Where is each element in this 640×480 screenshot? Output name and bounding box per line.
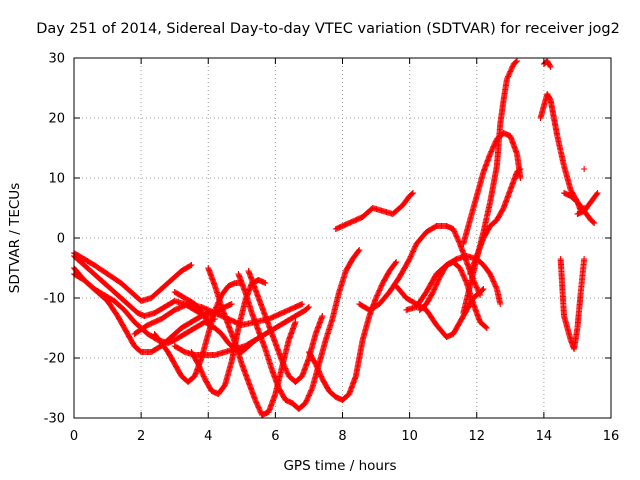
data-series — [332, 190, 416, 232]
data-point — [392, 260, 399, 266]
x-tick-label: 8 — [338, 429, 346, 444]
x-tick-label: 12 — [468, 429, 485, 444]
data-series — [305, 259, 400, 403]
data-point — [479, 286, 486, 293]
data-series — [557, 256, 588, 352]
x-tick-label: 16 — [603, 429, 620, 444]
y-tick-label: 10 — [48, 172, 65, 187]
data-point — [228, 301, 235, 307]
y-axis-label: SDTVAR / TECUs — [7, 183, 23, 293]
data-series — [540, 58, 554, 70]
data-point — [497, 301, 504, 307]
data-point — [393, 259, 400, 265]
y-tick-label: -20 — [44, 352, 65, 367]
data-point — [188, 262, 195, 268]
data-point — [517, 175, 524, 181]
data-series — [467, 166, 524, 277]
data-series — [205, 265, 299, 418]
data-point — [517, 166, 524, 172]
data-series — [235, 247, 363, 412]
data-point — [319, 313, 326, 319]
x-tick-label: 6 — [271, 429, 279, 444]
data-series — [581, 166, 588, 172]
data-point — [356, 247, 363, 253]
x-tick-label: 0 — [70, 429, 78, 444]
data-point — [409, 190, 416, 197]
data-point — [516, 166, 523, 173]
y-tick-label: 20 — [48, 112, 65, 127]
data-point — [493, 284, 500, 291]
data-point — [591, 220, 598, 226]
data-point — [308, 386, 315, 393]
data-point — [514, 58, 521, 64]
data-points — [71, 58, 601, 418]
data-point — [513, 58, 520, 65]
data-series — [245, 268, 326, 385]
y-tick-label: -10 — [44, 292, 65, 307]
x-tick-label: 14 — [536, 429, 553, 444]
grid — [74, 58, 611, 418]
y-tick-label: 0 — [57, 232, 65, 247]
data-point — [547, 64, 554, 70]
data-point — [480, 286, 487, 292]
data-point — [483, 325, 490, 331]
data-series — [393, 283, 487, 340]
data-point — [409, 190, 416, 196]
x-tick-label: 10 — [401, 429, 418, 444]
data-point — [292, 319, 299, 325]
data-point — [187, 262, 194, 269]
data-point — [305, 304, 312, 310]
data-point — [482, 324, 489, 331]
data-series — [403, 253, 504, 313]
data-point — [262, 280, 269, 286]
data-point — [581, 256, 588, 262]
data-series — [561, 190, 598, 226]
data-point — [594, 190, 601, 196]
data-point — [355, 248, 362, 254]
axis-ticks: 0 2 4 6 8 10 12 14 16 -30 -20 -10 0 10 20 30 — [44, 52, 620, 445]
data-series — [188, 277, 269, 397]
x-tick-label: 2 — [137, 429, 145, 444]
data-point — [305, 304, 312, 311]
data-series — [416, 259, 490, 331]
data-point — [590, 219, 597, 226]
data-series — [574, 190, 601, 217]
y-tick-label: -30 — [44, 412, 65, 427]
x-axis-label: GPS time / hours — [283, 458, 396, 474]
data-series — [71, 250, 195, 304]
data-point — [581, 166, 588, 172]
chart-title: Day 251 of 2014, Sidereal Day-to-day VTE… — [36, 21, 620, 37]
data-series — [537, 91, 588, 214]
y-tick-label: 30 — [48, 52, 65, 67]
data-point — [593, 191, 600, 197]
data-point — [299, 301, 306, 307]
data-point — [546, 62, 553, 69]
x-tick-label: 4 — [204, 429, 212, 444]
